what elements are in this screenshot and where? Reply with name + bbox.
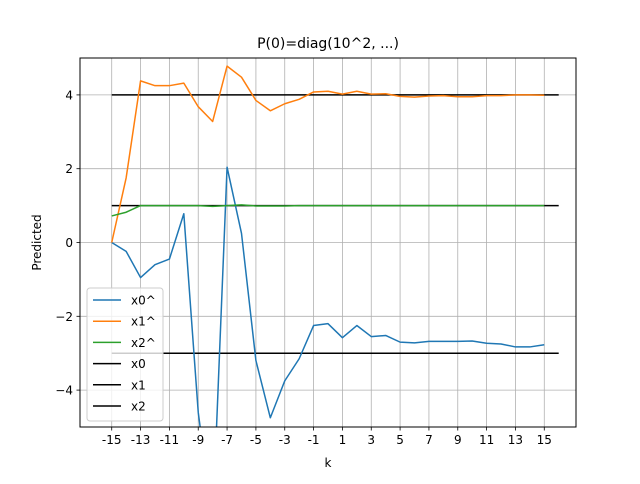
x-tick-label: 1 <box>339 433 347 447</box>
x-tick-label: 15 <box>537 433 552 447</box>
legend-label: x1 <box>131 378 146 392</box>
x-axis-label: k <box>325 456 332 470</box>
legend-label: x1^ <box>131 315 156 329</box>
x-tick-label: 7 <box>425 433 433 447</box>
legend: x0^ x1^ x2^ x0 x1 x2 <box>86 287 164 422</box>
series-lines <box>110 65 545 427</box>
x-tick-label: -11 <box>160 433 180 447</box>
series-line-x1^ <box>110 65 545 243</box>
legend-label: x0 <box>131 357 146 371</box>
chart-title: P(0)=diag(10^2, ...) <box>257 36 399 52</box>
x-tick-label: 13 <box>508 433 523 447</box>
series-line-x2^ <box>111 204 545 217</box>
x-tick-label: -7 <box>221 433 233 447</box>
x-tick-label: -5 <box>250 433 262 447</box>
grid-lines <box>80 58 576 427</box>
legend-label: x2 <box>131 400 146 414</box>
y-tick-label: −2 <box>55 310 73 324</box>
x-tick-label: 3 <box>367 433 375 447</box>
legend-label: x2^ <box>131 336 156 350</box>
series-line-x0^ <box>111 166 545 427</box>
x-tick-label: 5 <box>396 433 404 447</box>
y-axis-ticks: −4 −2 0 2 4 <box>55 88 80 398</box>
x-tick-label: -9 <box>192 433 204 447</box>
y-tick-label: 2 <box>65 162 73 176</box>
legend-label: x0^ <box>131 294 156 308</box>
y-axis-label: Predicted <box>30 214 44 270</box>
y-tick-label: 0 <box>65 236 73 250</box>
x-tick-label: -1 <box>308 433 320 447</box>
x-tick-label: 11 <box>479 433 494 447</box>
y-tick-label: −4 <box>55 384 73 398</box>
x-tick-label: 9 <box>454 433 462 447</box>
x-tick-label: -15 <box>102 433 122 447</box>
x-axis-ticks: -15 -13 -11 -9 -7 -5 -3 -1 1 3 5 7 9 11 13 15 <box>102 427 552 447</box>
y-tick-label: 4 <box>65 88 73 102</box>
x-tick-label: -3 <box>279 433 291 447</box>
x-tick-label: -13 <box>131 433 151 447</box>
legend-box <box>86 287 164 422</box>
